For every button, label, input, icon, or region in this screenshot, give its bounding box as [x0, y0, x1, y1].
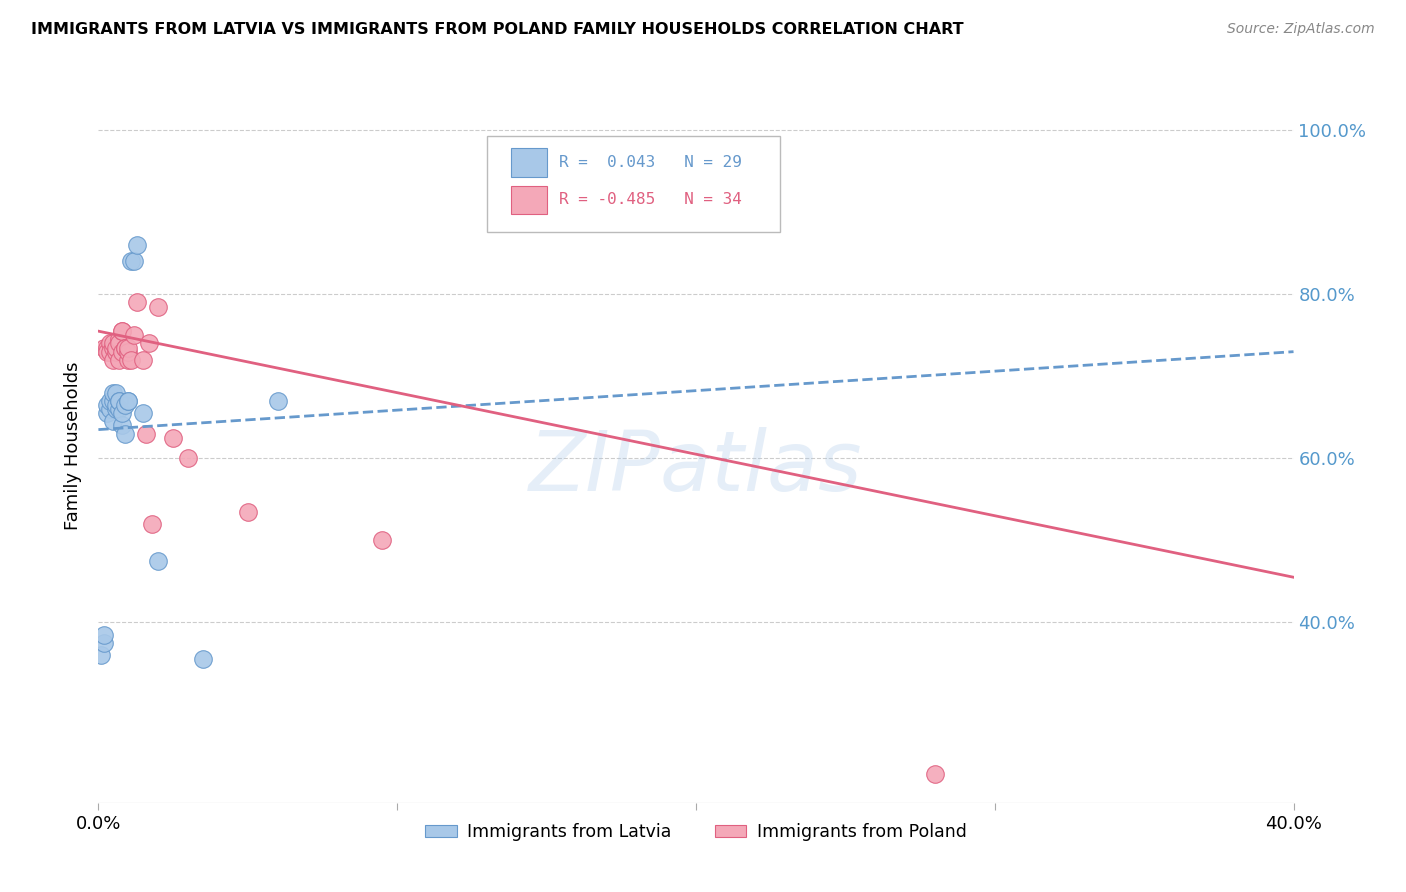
- Point: [96, 344, 118, 359]
- Point: [127, 295, 149, 310]
- Point: [98, 402, 122, 417]
- Point: [108, 332, 131, 346]
- Point: [93, 341, 115, 355]
- Text: Source: ZipAtlas.com: Source: ZipAtlas.com: [1227, 22, 1375, 37]
- Point: [103, 385, 125, 400]
- Text: R =  0.043   N = 29: R = 0.043 N = 29: [558, 155, 741, 170]
- Point: [90, 648, 112, 662]
- Point: [103, 414, 125, 428]
- Point: [114, 426, 136, 441]
- Point: [103, 352, 125, 367]
- Point: [108, 402, 131, 417]
- Point: [105, 341, 128, 355]
- Point: [111, 324, 134, 338]
- Point: [236, 505, 259, 519]
- Point: [114, 398, 136, 412]
- Text: IMMIGRANTS FROM LATVIA VS IMMIGRANTS FROM POLAND FAMILY HOUSEHOLDS CORRELATION C: IMMIGRANTS FROM LATVIA VS IMMIGRANTS FRO…: [31, 22, 963, 37]
- Point: [98, 344, 122, 359]
- Point: [108, 393, 131, 408]
- Point: [93, 636, 115, 650]
- Point: [96, 341, 118, 355]
- Legend: Immigrants from Latvia, Immigrants from Poland: Immigrants from Latvia, Immigrants from …: [419, 816, 973, 847]
- FancyBboxPatch shape: [486, 136, 780, 232]
- Point: [162, 431, 184, 445]
- Point: [105, 398, 128, 412]
- Point: [120, 352, 142, 367]
- Point: [108, 352, 131, 367]
- Point: [105, 344, 128, 359]
- Point: [127, 238, 149, 252]
- Point: [105, 385, 128, 400]
- Point: [98, 393, 122, 408]
- Point: [148, 300, 170, 314]
- Point: [111, 406, 134, 420]
- Point: [117, 344, 139, 359]
- Text: ZIPatlas: ZIPatlas: [529, 427, 863, 508]
- Point: [96, 406, 118, 420]
- Point: [105, 402, 128, 417]
- Point: [141, 516, 163, 531]
- Point: [98, 336, 122, 351]
- Point: [135, 426, 157, 441]
- Point: [103, 341, 125, 355]
- Point: [108, 393, 131, 408]
- Point: [117, 341, 139, 355]
- Point: [108, 336, 131, 351]
- Point: [111, 418, 134, 433]
- Point: [132, 406, 155, 420]
- Point: [138, 336, 160, 351]
- FancyBboxPatch shape: [510, 186, 547, 214]
- Point: [103, 393, 125, 408]
- Point: [924, 767, 946, 781]
- FancyBboxPatch shape: [510, 148, 547, 177]
- Point: [103, 336, 125, 351]
- Point: [124, 328, 146, 343]
- Point: [148, 554, 170, 568]
- Text: R = -0.485   N = 34: R = -0.485 N = 34: [558, 193, 741, 207]
- Point: [117, 393, 139, 408]
- Point: [114, 341, 136, 355]
- Point: [111, 324, 134, 338]
- Point: [117, 352, 139, 367]
- Point: [124, 254, 146, 268]
- Point: [114, 341, 136, 355]
- Point: [267, 393, 290, 408]
- Point: [96, 398, 118, 412]
- Point: [132, 352, 155, 367]
- Point: [117, 393, 139, 408]
- Point: [177, 451, 200, 466]
- Point: [371, 533, 394, 548]
- Point: [111, 344, 134, 359]
- Point: [120, 254, 142, 268]
- Y-axis label: Family Households: Family Households: [63, 362, 82, 530]
- Point: [93, 627, 115, 641]
- Point: [191, 652, 214, 666]
